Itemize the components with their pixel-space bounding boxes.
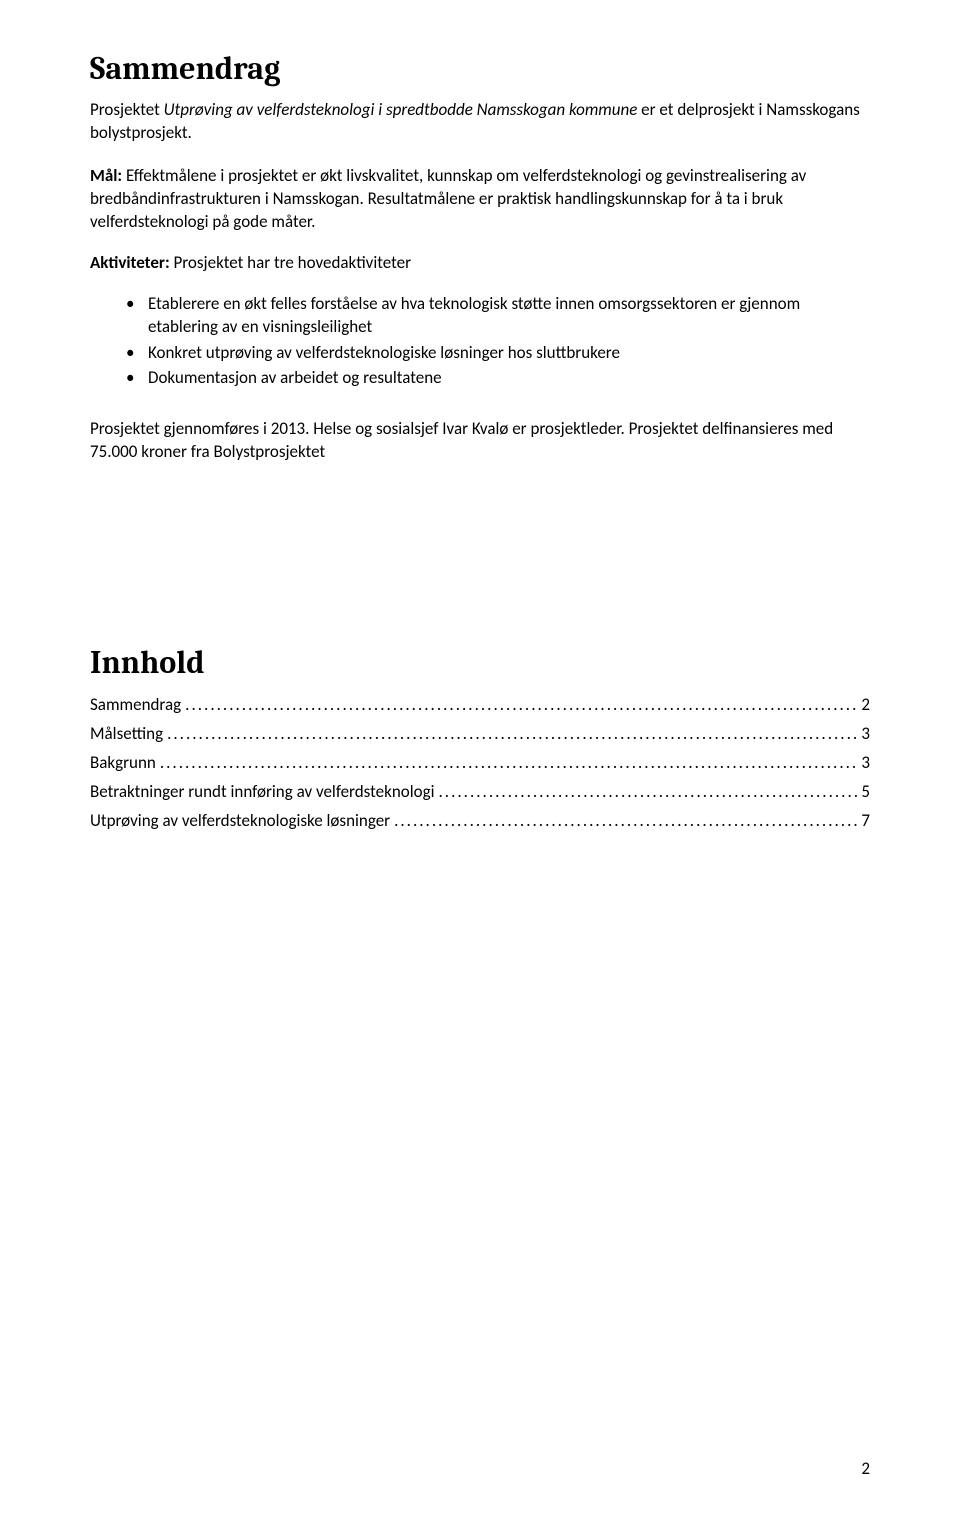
aktiviteter-text: Prosjektet har tre hovedaktiviteter bbox=[170, 252, 411, 273]
toc-line: Utprøving av velferdsteknologiske løsnin… bbox=[90, 807, 870, 836]
toc-dots bbox=[185, 691, 857, 720]
mal-label: Mål: bbox=[90, 165, 122, 186]
toc-dots bbox=[439, 778, 858, 807]
toc-page: 2 bbox=[861, 691, 870, 720]
mal-text: Effektmålene i prosjektet er økt livskva… bbox=[90, 165, 806, 232]
mal-paragraph: Mål: Effektmålene i prosjektet er økt li… bbox=[90, 165, 870, 234]
toc-label: Betraktninger rundt innføring av velferd… bbox=[90, 778, 435, 807]
aktiviteter-label: Aktiviteter: bbox=[90, 252, 170, 273]
intro-prefix: Prosjektet bbox=[90, 99, 164, 120]
toc-label: Utprøving av velferdsteknologiske løsnin… bbox=[90, 807, 390, 836]
list-item: Etablerere en økt felles forståelse av h… bbox=[126, 293, 870, 339]
toc-page: 3 bbox=[861, 720, 870, 749]
toc-label: Sammendrag bbox=[90, 691, 181, 720]
toc: Sammendrag 2 Målsetting 3 Bakgrunn 3 Bet… bbox=[90, 691, 870, 835]
toc-line: Bakgrunn 3 bbox=[90, 749, 870, 778]
page-number: 2 bbox=[861, 1458, 870, 1479]
closing-paragraph: Prosjektet gjennomføres i 2013. Helse og… bbox=[90, 418, 870, 464]
innhold-title: Innhold bbox=[90, 644, 870, 681]
toc-line: Betraktninger rundt innføring av velferd… bbox=[90, 778, 870, 807]
toc-page: 7 bbox=[861, 807, 870, 836]
toc-dots bbox=[394, 807, 857, 836]
page-title: Sammendrag bbox=[90, 50, 870, 87]
intro-italic: Utprøving av velferdsteknologi i spredtb… bbox=[164, 99, 638, 120]
toc-line: Målsetting 3 bbox=[90, 720, 870, 749]
toc-dots bbox=[167, 720, 857, 749]
toc-page: 3 bbox=[861, 749, 870, 778]
toc-line: Sammendrag 2 bbox=[90, 691, 870, 720]
aktiviteter-paragraph: Aktiviteter: Prosjektet har tre hovedakt… bbox=[90, 252, 870, 275]
toc-label: Bakgrunn bbox=[90, 749, 156, 778]
intro-paragraph: Prosjektet Utprøving av velferdsteknolog… bbox=[90, 99, 870, 145]
toc-label: Målsetting bbox=[90, 720, 163, 749]
list-item: Konkret utprøving av velferdsteknologisk… bbox=[126, 342, 870, 365]
list-item: Dokumentasjon av arbeidet og resultatene bbox=[126, 367, 870, 390]
toc-dots bbox=[160, 749, 858, 778]
bullet-list: Etablerere en økt felles forståelse av h… bbox=[90, 293, 870, 391]
toc-page: 5 bbox=[861, 778, 870, 807]
